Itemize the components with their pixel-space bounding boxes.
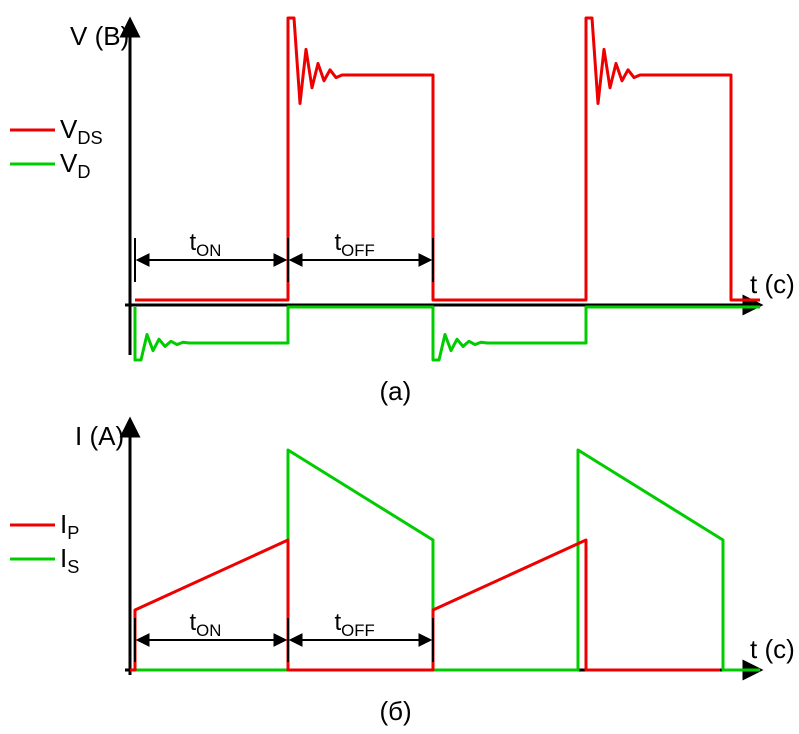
trace-ip bbox=[130, 540, 720, 670]
t-off-label: tOFF bbox=[335, 609, 375, 640]
t-off-label: tOFF bbox=[335, 229, 375, 260]
panel-b-caption: (б) bbox=[380, 696, 412, 726]
panel-a-caption: (а) bbox=[380, 376, 412, 406]
trace-is bbox=[130, 450, 760, 670]
legend-label: IP bbox=[60, 509, 79, 543]
trace-vd bbox=[135, 307, 760, 360]
t-on-label: tON bbox=[190, 229, 222, 260]
t-on-label: tON bbox=[190, 609, 222, 640]
panel-b-x-label: t (с) bbox=[750, 634, 795, 664]
legend-label: IS bbox=[60, 543, 79, 577]
panel-a-x-label: t (с) bbox=[750, 269, 795, 299]
panel-b-y-label: I (А) bbox=[75, 421, 124, 451]
legend-label: VDS bbox=[60, 114, 103, 148]
legend-label: VD bbox=[60, 148, 90, 182]
panel-a-y-label: V (В) bbox=[70, 21, 129, 51]
trace-vds bbox=[135, 18, 760, 300]
